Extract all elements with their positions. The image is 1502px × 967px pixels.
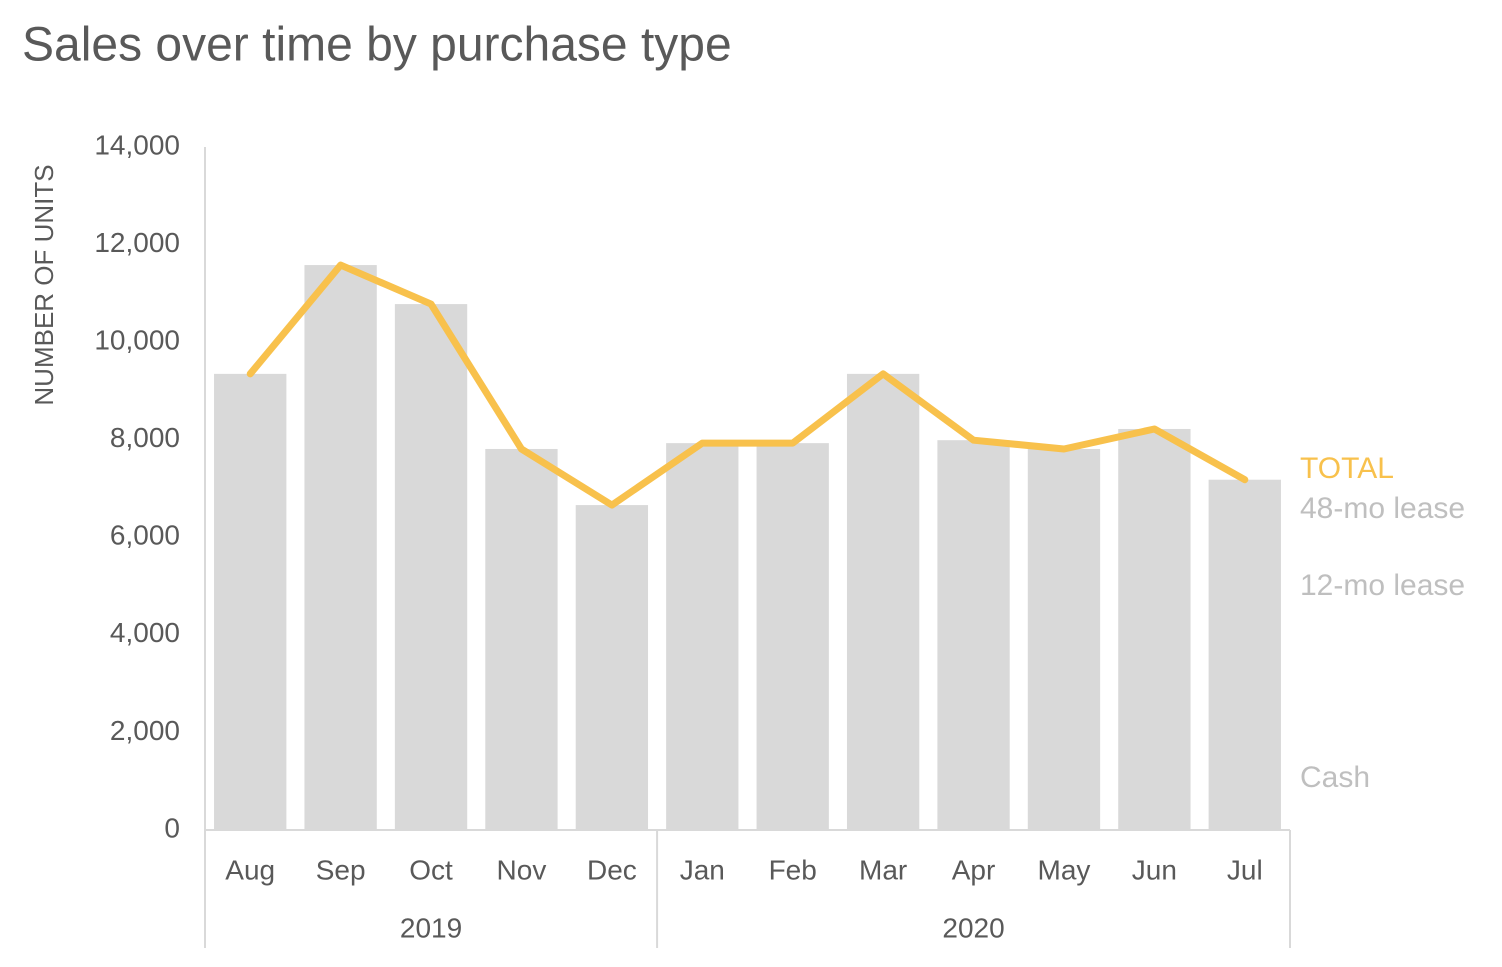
y-axis-label: NUMBER OF UNITS xyxy=(29,164,59,405)
legend-label: Cash xyxy=(1300,761,1370,794)
x-tick-label: Sep xyxy=(316,854,366,885)
bar xyxy=(1027,448,1101,830)
x-tick-label: Apr xyxy=(952,854,996,885)
bar xyxy=(485,448,558,830)
y-tick-label: 0 xyxy=(164,812,180,843)
bar xyxy=(756,443,829,830)
x-tick-label: Mar xyxy=(859,854,907,885)
x-tick-label: Dec xyxy=(587,854,637,885)
legend-label: 12-mo lease xyxy=(1300,569,1465,602)
y-tick-label: 12,000 xyxy=(94,227,180,258)
bar xyxy=(214,373,287,830)
x-tick-label: Jun xyxy=(1132,854,1177,885)
year-label: 2020 xyxy=(942,912,1004,943)
x-tick-label: Oct xyxy=(409,854,453,885)
x-tick-label: May xyxy=(1038,854,1091,885)
x-tick-label: Nov xyxy=(497,854,547,885)
y-tick-label: 10,000 xyxy=(94,325,180,356)
legend-label: 48-mo lease xyxy=(1300,492,1465,525)
bar xyxy=(394,304,468,831)
bar xyxy=(1208,479,1281,830)
bar xyxy=(666,443,739,830)
bar xyxy=(1118,428,1191,830)
x-tick-label: Jul xyxy=(1227,854,1263,885)
x-tick-label: Aug xyxy=(225,854,275,885)
chart-title: Sales over time by purchase type xyxy=(22,19,732,72)
x-tick-label: Feb xyxy=(769,854,817,885)
y-tick-label: 6,000 xyxy=(110,520,180,551)
legend-label: TOTAL xyxy=(1300,452,1394,485)
bar xyxy=(937,440,1010,830)
y-tick-label: 8,000 xyxy=(110,422,180,453)
bar xyxy=(575,505,649,830)
x-tick-label: Jan xyxy=(680,854,725,885)
total-line xyxy=(246,261,1249,509)
bar xyxy=(846,373,920,830)
y-tick-label: 14,000 xyxy=(94,129,180,160)
year-label: 2019 xyxy=(400,912,462,943)
bar xyxy=(304,265,377,831)
y-tick-label: 2,000 xyxy=(110,715,180,746)
y-tick-label: 4,000 xyxy=(110,617,180,648)
